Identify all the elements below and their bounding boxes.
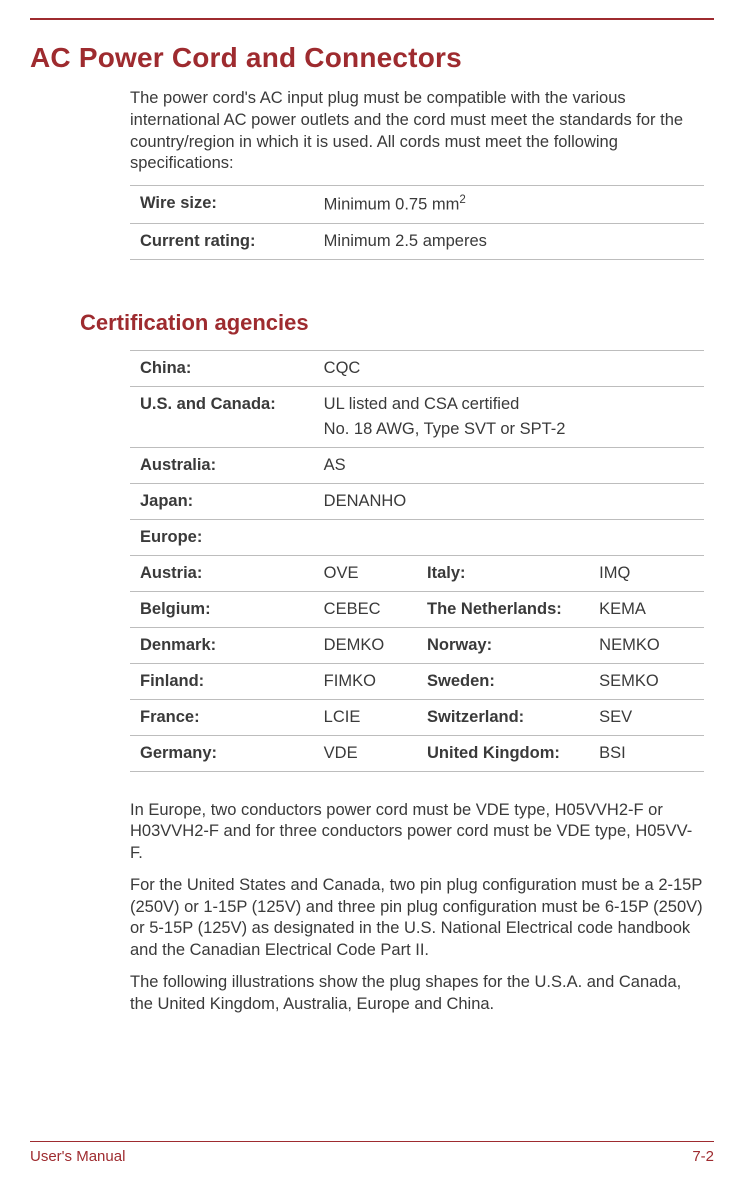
body-paragraph: For the United States and Canada, two pi… [130,875,704,962]
cert-table: China: CQC U.S. and Canada: UL listed an… [130,350,704,772]
spec-value-sup: 2 [459,194,465,206]
cert-label: France: [130,699,314,735]
spec-label: Wire size: [130,186,314,224]
cert-value: FIMKO [314,663,417,699]
cert-value: LCIE [314,699,417,735]
page-title: AC Power Cord and Connectors [30,42,714,74]
table-row: Austria: OVE Italy: IMQ [130,555,704,591]
cert-label: United Kingdom: [417,735,589,771]
intro-paragraph: The power cord's AC input plug must be c… [130,88,704,175]
cert-value: UL listed and CSA certified No. 18 AWG, … [314,386,704,447]
body-content: The power cord's AC input plug must be c… [130,88,704,260]
spec-value: Minimum 2.5 amperes [314,223,704,259]
table-row: Europe: [130,519,704,555]
cert-content: China: CQC U.S. and Canada: UL listed an… [130,350,704,1016]
cert-label: Japan: [130,483,314,519]
cert-label: The Netherlands: [417,591,589,627]
body-paragraph: The following illustrations show the plu… [130,972,704,1016]
table-row: France: LCIE Switzerland: SEV [130,699,704,735]
cert-value: BSI [589,735,704,771]
cert-value: KEMA [589,591,704,627]
table-row: Germany: VDE United Kingdom: BSI [130,735,704,771]
cert-label: Australia: [130,447,314,483]
cert-label: China: [130,350,314,386]
section-heading: Certification agencies [80,310,714,336]
cert-value [314,519,704,555]
table-row: Wire size: Minimum 0.75 mm2 [130,186,704,224]
body-paragraph: In Europe, two conductors power cord mus… [130,800,704,865]
spec-label: Current rating: [130,223,314,259]
table-row: Denmark: DEMKO Norway: NEMKO [130,627,704,663]
footer-right: 7-2 [692,1148,714,1165]
footer-rule [30,1141,714,1142]
cert-value: DEMKO [314,627,417,663]
table-row: Australia: AS [130,447,704,483]
page-footer: User's Manual 7-2 [30,1141,714,1165]
table-row: Belgium: CEBEC The Netherlands: KEMA [130,591,704,627]
cert-value: VDE [314,735,417,771]
cert-label: Switzerland: [417,699,589,735]
cert-value: SEMKO [589,663,704,699]
cert-value: AS [314,447,704,483]
cert-label: U.S. and Canada: [130,386,314,447]
cert-label: Italy: [417,555,589,591]
cert-value: CEBEC [314,591,417,627]
cert-value: IMQ [589,555,704,591]
cert-value-line: UL listed and CSA certified [324,395,698,414]
cert-value: SEV [589,699,704,735]
cert-label: Belgium: [130,591,314,627]
cert-value: NEMKO [589,627,704,663]
cert-label: Denmark: [130,627,314,663]
table-row: U.S. and Canada: UL listed and CSA certi… [130,386,704,447]
table-row: Current rating: Minimum 2.5 amperes [130,223,704,259]
cert-value: DENANHO [314,483,704,519]
footer-row: User's Manual 7-2 [30,1148,714,1165]
page: AC Power Cord and Connectors The power c… [0,18,744,1197]
footer-left: User's Manual [30,1148,125,1165]
table-row: Finland: FIMKO Sweden: SEMKO [130,663,704,699]
table-row: China: CQC [130,350,704,386]
cert-label: Austria: [130,555,314,591]
table-row: Japan: DENANHO [130,483,704,519]
cert-value: OVE [314,555,417,591]
cert-label: Finland: [130,663,314,699]
cert-label: Germany: [130,735,314,771]
cert-label: Norway: [417,627,589,663]
spec-value: Minimum 0.75 mm2 [314,186,704,224]
cert-value-line: No. 18 AWG, Type SVT or SPT-2 [324,420,698,439]
spec-value-text: Minimum 0.75 mm [324,196,460,214]
cert-label: Europe: [130,519,314,555]
cert-label: Sweden: [417,663,589,699]
top-rule [30,18,714,20]
spec-table: Wire size: Minimum 0.75 mm2 Current rati… [130,185,704,260]
cert-value: CQC [314,350,704,386]
